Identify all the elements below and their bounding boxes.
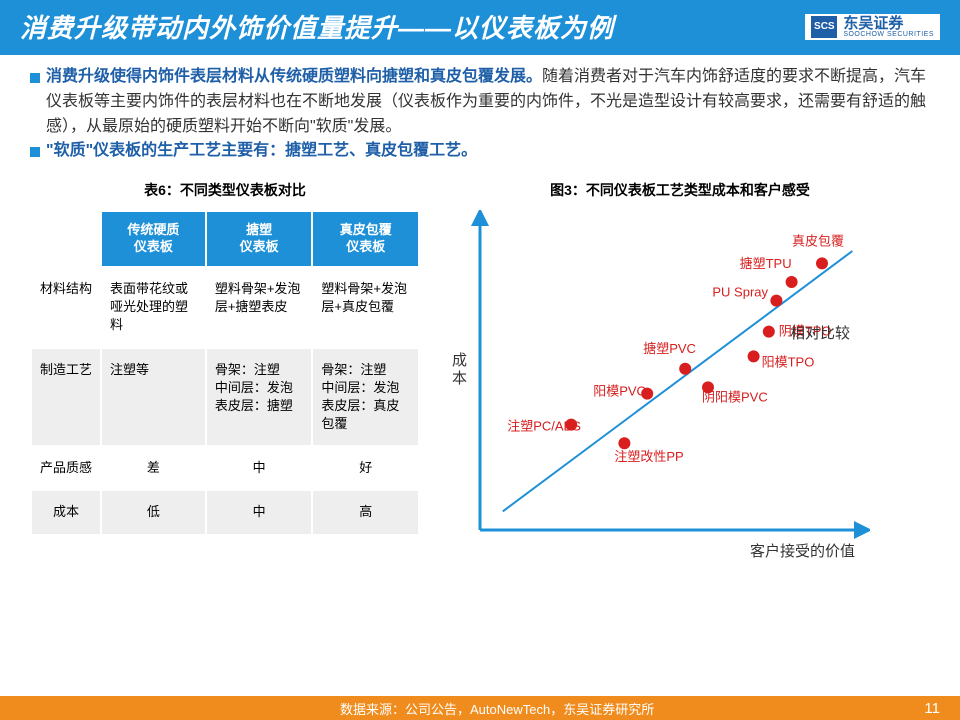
y-axis-label: 本 <box>452 370 467 387</box>
table-row-label: 材料结构 <box>31 267 101 348</box>
page-number: 11 <box>924 700 940 717</box>
body-text: 消费升级使得内饰件表层材料从传统硬质塑料向搪塑和真皮包覆发展。随着消费者对于汽车… <box>0 55 960 168</box>
table-cell: 骨架：注塑中间层：发泡表皮层：搪塑 <box>206 348 313 447</box>
table-cell: 塑料骨架+发泡层+真皮包覆 <box>312 267 419 348</box>
point-label: 真皮包覆 <box>792 234 844 249</box>
bullet-square-icon <box>30 147 40 157</box>
logo-text-en: SOOCHOW SECURITIES <box>843 31 934 38</box>
side-annotation: 相对比较 <box>790 324 850 342</box>
data-point <box>618 437 630 449</box>
point-label: 注塑改性PP <box>614 449 683 464</box>
table-caption: 表6：不同类型仪表板对比 <box>30 180 420 200</box>
table-cell: 好 <box>312 446 419 490</box>
table-cell: 表面带花纹或哑光处理的塑料 <box>101 267 206 348</box>
table-cell: 中 <box>206 446 313 490</box>
point-label: 搪塑TPU <box>740 256 792 271</box>
point-label: 搪塑PVC <box>643 341 696 356</box>
footer-bar: 数据来源：公司公告，AutoNewTech，东吴证券研究所 11 <box>0 696 960 720</box>
comparison-table: 传统硬质仪表板搪塑仪表板真皮包覆仪表板 材料结构表面带花纹或哑光处理的塑料塑料骨… <box>30 210 420 535</box>
table-row-label: 产品质感 <box>31 446 101 490</box>
table-cell: 中 <box>206 490 313 534</box>
data-point <box>770 295 782 307</box>
title-bar: 消费升级带动内外饰价值量提升——以仪表板为例 SCS 东吴证券 SOOCHOW … <box>0 0 960 55</box>
table-cell: 高 <box>312 490 419 534</box>
table-cell: 低 <box>101 490 206 534</box>
table-row-label: 成本 <box>31 490 101 534</box>
chart-column: 图3：不同仪表板工艺类型成本和客户感受 注塑PC/ABS 注塑改性PP 阳模PVC 搪… <box>440 172 920 570</box>
bullet-square-icon <box>30 73 40 83</box>
company-logo: SCS 东吴证券 SOOCHOW SECURITIES <box>805 14 940 40</box>
point-label: 注塑PC/ABS <box>507 419 581 434</box>
table-header <box>31 211 101 267</box>
bullet-1: 消费升级使得内饰件表层材料从传统硬质塑料向搪塑和真皮包覆发展。随着消费者对于汽车… <box>30 65 930 139</box>
table-cell: 塑料骨架+发泡层+搪塑表皮 <box>206 267 313 348</box>
scatter-chart: 注塑PC/ABS注塑改性PP阳模PVC搪塑PVC阴阳模PVC阳模TPO阴模TPO… <box>440 210 870 570</box>
data-point <box>786 276 798 288</box>
point-label: 阳模TPO <box>762 355 815 370</box>
bullet-2: "软质"仪表板的生产工艺主要有：搪塑工艺、真皮包覆工艺。 <box>30 139 930 164</box>
table-cell: 注塑等 <box>101 348 206 447</box>
point-label: PU Spray <box>712 285 768 300</box>
y-axis-label: 成 <box>452 352 467 369</box>
point-label: 阳模PVC <box>593 384 646 399</box>
page-title: 消费升级带动内外饰价值量提升——以仪表板为例 <box>20 8 614 45</box>
logo-text-cn: 东吴证券 <box>843 16 934 31</box>
footer-source: 数据来源：公司公告，AutoNewTech，东吴证券研究所 <box>340 699 654 718</box>
table-column: 表6：不同类型仪表板对比 传统硬质仪表板搪塑仪表板真皮包覆仪表板 材料结构表面带… <box>30 172 420 570</box>
bullet-2-bold: "软质"仪表板的生产工艺主要有：搪塑工艺、真皮包覆工艺。 <box>46 142 477 159</box>
table-header: 真皮包覆仪表板 <box>312 211 419 267</box>
table-cell: 骨架：注塑中间层：发泡表皮层：真皮包覆 <box>312 348 419 447</box>
table-row-label: 制造工艺 <box>31 348 101 447</box>
logo-mark-icon: SCS <box>811 16 837 38</box>
chart-caption: 图3：不同仪表板工艺类型成本和客户感受 <box>440 180 920 200</box>
content-area: 表6：不同类型仪表板对比 传统硬质仪表板搪塑仪表板真皮包覆仪表板 材料结构表面带… <box>0 168 960 570</box>
x-axis-label: 客户接受的价值 <box>750 543 855 560</box>
table-header: 传统硬质仪表板 <box>101 211 206 267</box>
table-cell: 差 <box>101 446 206 490</box>
point-label: 阴阳模PVC <box>702 390 768 405</box>
data-point <box>763 326 775 338</box>
data-point <box>679 363 691 375</box>
bullet-1-bold: 消费升级使得内饰件表层材料从传统硬质塑料向搪塑和真皮包覆发展。 <box>46 68 542 85</box>
data-point <box>816 258 828 270</box>
data-point <box>748 351 760 363</box>
table-header: 搪塑仪表板 <box>206 211 313 267</box>
trend-line <box>503 251 853 511</box>
